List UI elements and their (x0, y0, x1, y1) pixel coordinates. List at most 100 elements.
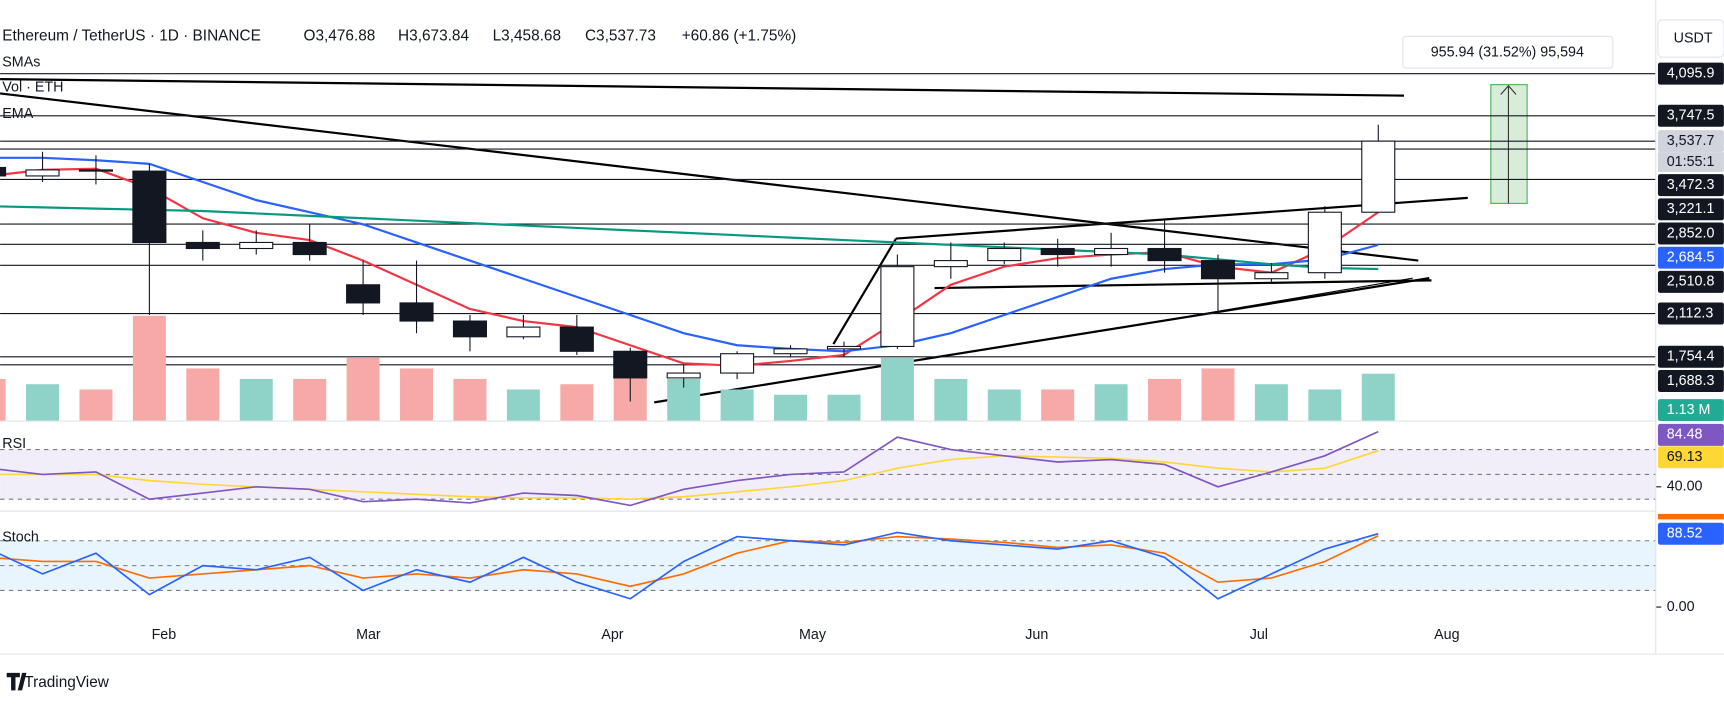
price-label: 2,684.5 (1667, 249, 1715, 265)
indicator-label[interactable]: SMAs (2, 54, 40, 70)
price-label: 3,221.1 (1667, 201, 1715, 217)
volume-label: 1.13 M (1667, 402, 1711, 418)
stoch-title[interactable]: Stoch (2, 529, 39, 545)
price-label: 2,112.3 (1667, 305, 1714, 321)
candle-body (346, 284, 381, 304)
price-label-bg (1657, 174, 1724, 197)
stoch-marker (1657, 513, 1724, 520)
logo[interactable]: TradingView (24, 674, 110, 691)
candle-body (0, 166, 7, 177)
measure-box (1402, 35, 1614, 69)
price-label: 1,754.4 (1667, 349, 1715, 365)
rsi-value: 84.48 (1667, 427, 1703, 443)
currency[interactable]: USDT (1674, 30, 1713, 46)
rsi-title[interactable]: RSI (2, 436, 26, 452)
volume-bar (1201, 368, 1235, 422)
candle-body (1254, 272, 1289, 280)
candle-body (933, 260, 968, 268)
price-label-bg (1657, 198, 1724, 221)
volume-bar (293, 378, 327, 422)
ohlc-close: C3,537.73 (585, 27, 656, 44)
month-label: Jun (1025, 627, 1048, 643)
trend-line (934, 279, 1432, 290)
countdown: 01:55:1 (1667, 154, 1715, 170)
volume-bar (1361, 373, 1395, 422)
price-label-bg (1657, 246, 1724, 269)
countdown-bg (1657, 152, 1724, 172)
price-label: 4,095.9 (1667, 65, 1715, 81)
month-label: Feb (152, 627, 177, 643)
candle-body (559, 326, 594, 352)
stoch-d-line (0, 535, 1379, 588)
volume-bar (132, 315, 166, 422)
rsi-line (0, 430, 1379, 507)
logo-icon (6, 672, 27, 691)
volume-bar (346, 357, 380, 422)
price-label: 2,852.0 (1667, 225, 1715, 241)
volume-bar (1041, 389, 1075, 422)
candle-body (25, 169, 60, 177)
candle-body (720, 353, 755, 374)
candle-body (399, 302, 434, 322)
volume-bar (1148, 378, 1182, 422)
volume-bar (934, 378, 968, 422)
ohlc-high: H3,673.84 (398, 27, 469, 44)
volume-label-bg (1657, 399, 1724, 422)
volume-bar (720, 389, 754, 422)
volume-bar (26, 384, 60, 422)
ohlc-low: L3,458.68 (493, 27, 561, 44)
volume-bar (1094, 384, 1128, 422)
volume-bar (1308, 389, 1342, 422)
price-label: 3,537.7 (1667, 133, 1715, 149)
trend-lines (0, 78, 1468, 404)
stoch-tick-label: 0.00 (1667, 599, 1695, 615)
indicator-label[interactable]: EMA (2, 106, 33, 122)
plot-layer: 4,095.9 3,747.5 3,537.7 01:55:1 3,472.3 3,221… (0, 62, 1724, 643)
candle-body (1307, 211, 1342, 274)
price-label-bg (1657, 222, 1724, 245)
volume-bar (79, 389, 113, 422)
candle-body (1040, 247, 1075, 256)
month-label: May (799, 627, 827, 643)
volume-bar (1254, 384, 1288, 422)
stoch-value-bg (1657, 522, 1724, 545)
candle-body (452, 320, 488, 338)
candle-body (132, 170, 167, 244)
price-label-bg (1657, 104, 1724, 127)
price-label: 3,472.3 (1667, 177, 1715, 193)
price-label-bg (1657, 302, 1724, 325)
price-label-bg (1657, 369, 1724, 392)
candle-body (1361, 140, 1396, 213)
volume-bar (186, 368, 220, 422)
volume-bar (560, 384, 594, 422)
rsi-tick-label: 40.00 (1667, 479, 1703, 495)
ohlc-open: O3,476.88 (304, 27, 376, 44)
price-label: 1,688.3 (1667, 373, 1715, 389)
indicator-label[interactable]: Vol · ETH (2, 80, 63, 96)
rsi-value-bg (1657, 446, 1724, 469)
rsi-value: 69.13 (1667, 449, 1703, 465)
price-label: 2,510.8 (1667, 274, 1715, 290)
candle-body (185, 241, 220, 250)
measure-text: 955.94 (31.52%) 95,594 (1431, 45, 1584, 61)
trend-line (654, 277, 1430, 404)
month-label: Mar (356, 627, 381, 643)
candle-body (1200, 260, 1236, 280)
candle-body (239, 241, 274, 250)
candle-body (78, 169, 113, 172)
symbol: Ethereum / TetherUS · 1D · BINANCE (2, 27, 261, 44)
volume-bar (453, 378, 487, 422)
candle-body (506, 326, 541, 338)
candle-body (773, 348, 808, 355)
volume-bar (239, 378, 273, 422)
moving-average (0, 205, 1379, 271)
candle-body (880, 266, 915, 348)
trend-line (1192, 277, 1413, 317)
price-label-bg (1657, 62, 1724, 85)
rsi-value-bg (1657, 423, 1724, 446)
moving-average (0, 156, 1379, 353)
candle-body (1147, 247, 1182, 262)
stoch-k-line (0, 531, 1379, 600)
